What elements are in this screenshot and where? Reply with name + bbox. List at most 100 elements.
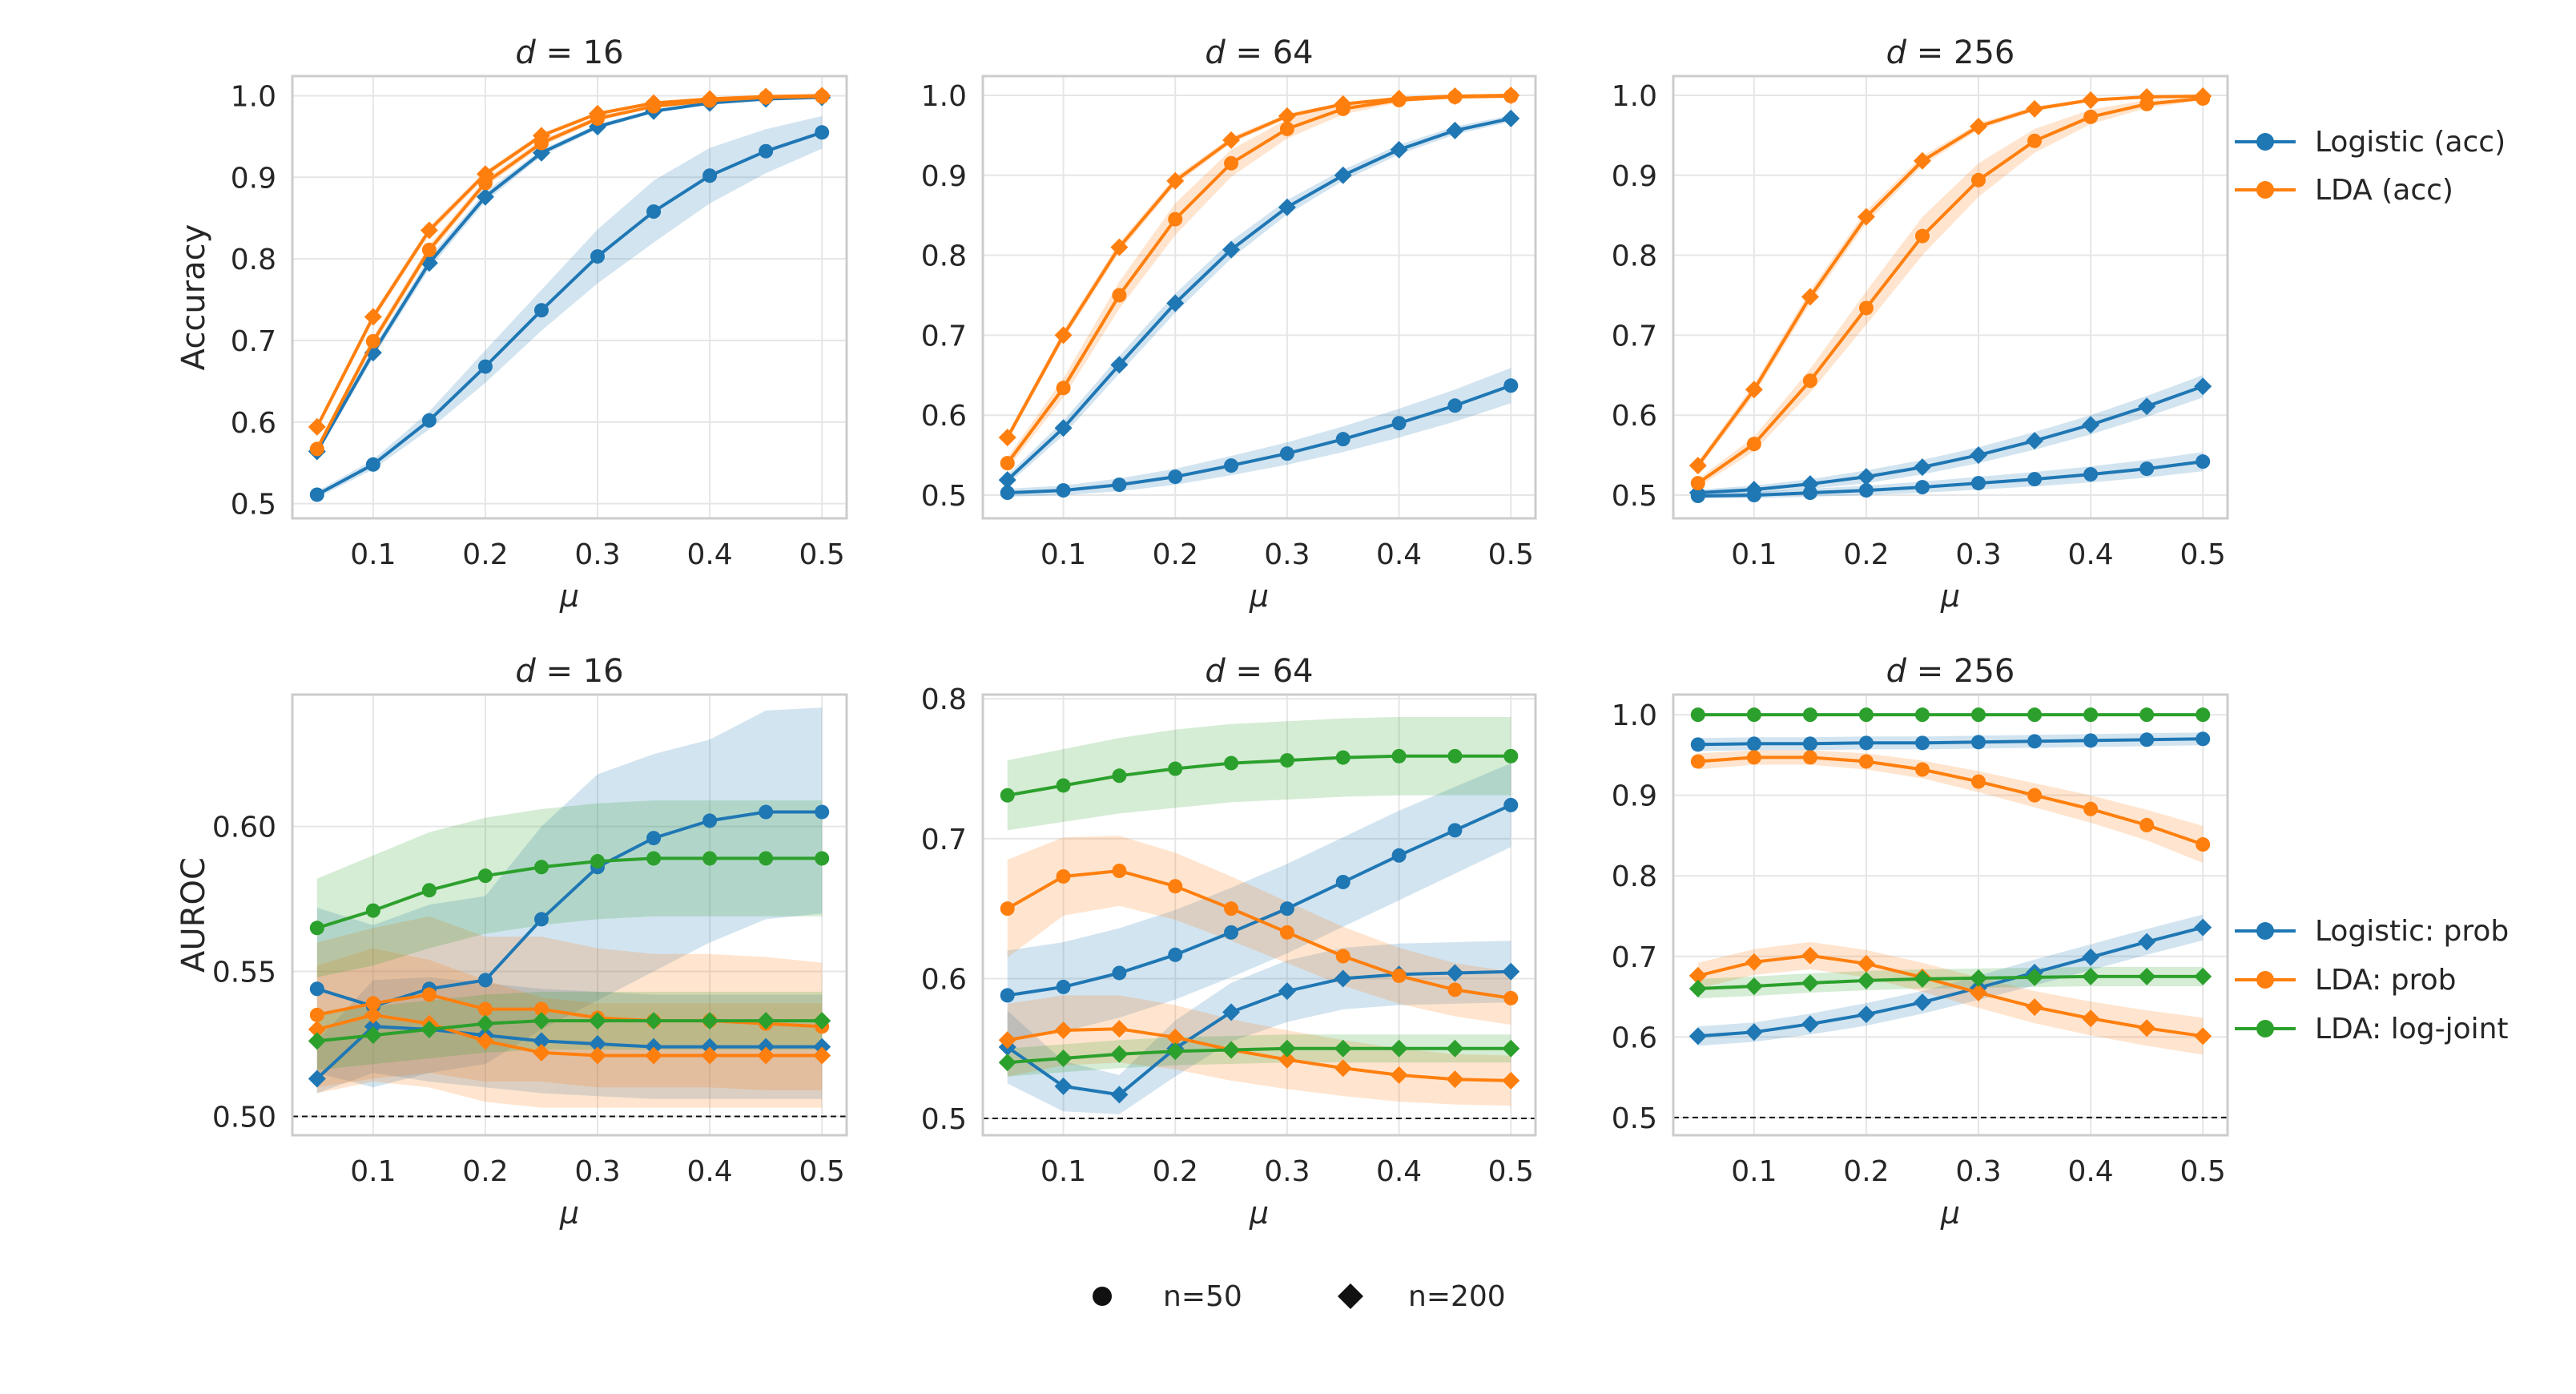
- y-ticks: 0.5 0.6 0.7 0.8 0.9 1.0: [921, 80, 967, 513]
- series-line: [316, 95, 823, 453]
- data-point: [1914, 707, 1930, 723]
- data-point: [1745, 953, 1763, 971]
- data-point: [1857, 971, 1875, 989]
- data-point: [702, 813, 718, 828]
- data-point: [1913, 993, 1931, 1012]
- x-tick-label: 0.3: [574, 1155, 620, 1188]
- data-point: [1914, 480, 1930, 495]
- data-point: [421, 242, 437, 257]
- band-logistic-acc-n-50: [316, 115, 823, 498]
- data-point: [1447, 398, 1463, 413]
- plot-area: [1673, 76, 2228, 518]
- axes-frame: [981, 75, 1537, 520]
- data-point: [2194, 1027, 2212, 1046]
- data-point: [1278, 1039, 1296, 1058]
- data-point: [589, 1012, 607, 1030]
- panel-auroc-d16: 0.1 0.2 0.3 0.4 0.5 0.50 0.55 0.60 μ AUROC d = 16: [175, 653, 848, 1231]
- confidence-bands: [1007, 716, 1511, 1114]
- x-tick-label: 0.3: [1264, 1155, 1310, 1188]
- x-axis-label: μ: [1940, 578, 1960, 614]
- band-logistic-prob-n-50: [1007, 763, 1511, 1041]
- series-lda-prob-n-200: [1688, 946, 2212, 1046]
- data-point: [533, 912, 549, 927]
- data-point: [1801, 973, 1819, 992]
- data-point: [1390, 140, 1408, 159]
- data-point: [1971, 172, 1986, 187]
- data-point: [813, 1012, 831, 1030]
- data-point: [2082, 1009, 2100, 1028]
- legend-marker: [2256, 1020, 2274, 1037]
- series-lda-acc-n-200: [1688, 87, 2212, 475]
- data-point: [309, 487, 324, 502]
- data-point: [533, 1001, 549, 1017]
- y-ticks: 0.50 0.55 0.60: [212, 812, 276, 1134]
- series-line: [1007, 1046, 1511, 1065]
- diamond-marker-icon: [1338, 1283, 1363, 1309]
- data-point: [1802, 373, 1817, 389]
- data-point: [477, 868, 493, 884]
- data-point: [1971, 707, 1986, 723]
- data-point: [2082, 91, 2100, 109]
- data-point: [308, 1020, 326, 1038]
- data-point: [1278, 107, 1296, 125]
- data-point: [2082, 948, 2100, 966]
- data-point: [309, 921, 324, 936]
- data-point: [1335, 750, 1350, 765]
- panel-accuracy-d64: 0.1 0.2 0.3 0.4 0.5 0.5 0.6 0.7 0.8 0.9 1.0 μ d = 64: [921, 34, 1537, 614]
- plot-area: [983, 76, 1536, 518]
- series-line: [316, 94, 823, 428]
- series-lda-log-joint-n-50: [1690, 707, 2211, 723]
- panel-title: d = 64: [1205, 653, 1313, 690]
- data-point: [2196, 731, 2211, 747]
- data-point: [1690, 737, 1705, 752]
- data-point: [2139, 732, 2155, 747]
- data-point: [364, 1026, 382, 1045]
- data-point: [1446, 1039, 1464, 1058]
- legend-label: LDA: log-joint: [2315, 1013, 2509, 1046]
- data-point: [1054, 1049, 1073, 1067]
- band-lda-log-joint-n-200: [1697, 966, 2204, 999]
- data-point: [1801, 475, 1819, 494]
- data-point: [1745, 1023, 1763, 1041]
- legend-marker: [2256, 971, 2274, 989]
- data-point: [1746, 437, 1761, 452]
- data-point: [1056, 778, 1071, 793]
- band-logistic-prob-n-200: [1007, 941, 1511, 1114]
- plot-area: [983, 695, 1536, 1135]
- data-point: [1857, 207, 1875, 226]
- data-point: [2196, 454, 2211, 469]
- data-point: [645, 1046, 663, 1065]
- x-tick-label: 0.1: [1731, 1155, 1777, 1188]
- band-lda-prob-n-200: [1697, 941, 2204, 1055]
- data-point: [1000, 456, 1015, 471]
- legend-marker: [2256, 181, 2274, 199]
- x-tick-label: 0.4: [2067, 1155, 2113, 1188]
- y-tick-label: 0.5: [1612, 480, 1657, 513]
- series-line: [316, 1019, 823, 1043]
- data-point: [2196, 707, 2211, 723]
- data-point: [1222, 131, 1241, 149]
- data-point: [1746, 736, 1761, 751]
- data-point: [1000, 901, 1015, 917]
- data-point: [2027, 788, 2043, 803]
- x-axis-label: μ: [1249, 1195, 1269, 1231]
- data-point: [1391, 968, 1407, 983]
- data-point: [2139, 461, 2155, 477]
- x-tick-label: 0.5: [799, 538, 845, 571]
- data-point: [476, 1014, 494, 1033]
- x-ticks: 0.1 0.2 0.3 0.4 0.5: [1040, 538, 1534, 571]
- y-tick-label: 0.9: [921, 160, 967, 193]
- data-point: [1745, 977, 1763, 995]
- data-point: [365, 333, 380, 348]
- data-point: [1224, 901, 1239, 917]
- y-tick-label: 0.6: [1612, 1021, 1657, 1054]
- data-point: [1391, 416, 1407, 431]
- data-point: [1858, 300, 1874, 316]
- series-line: [1006, 969, 1511, 1097]
- series-logistic-acc-n-200: [1688, 377, 2212, 502]
- data-point: [2138, 933, 2156, 951]
- data-point: [1446, 964, 1464, 982]
- y-tick-label: 0.60: [212, 812, 276, 844]
- series-line: [1697, 385, 2204, 495]
